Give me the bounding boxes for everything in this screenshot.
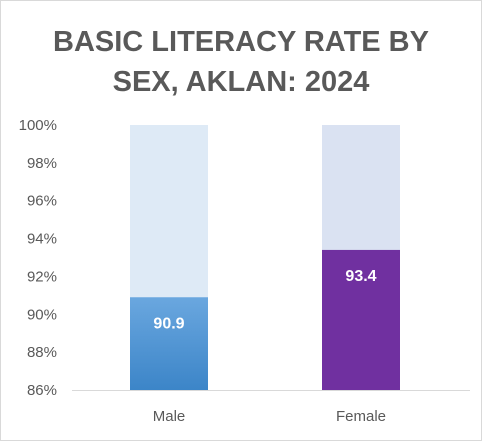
bar-male: [130, 297, 208, 390]
data-label-female: 93.4: [345, 268, 376, 285]
x-category-label-female: Female: [336, 408, 386, 425]
bar-female: [322, 249, 400, 390]
y-tick-label: 90%: [27, 306, 57, 323]
y-tick-label: 86%: [27, 382, 57, 399]
data-label-male: 90.9: [153, 315, 184, 332]
chart-title-line-1: BASIC LITERACY RATE BY: [53, 26, 429, 58]
y-tick-label: 96%: [27, 193, 57, 210]
chart-title-line-2: SEX, AKLAN: 2024: [112, 66, 370, 98]
x-category-label-male: Male: [153, 408, 186, 425]
y-tick-label: 100%: [19, 117, 57, 134]
chart-title: BASIC LITERACY RATE BY SEX, AKLAN: 2024: [0, 22, 482, 102]
y-tick-label: 94%: [27, 231, 57, 248]
y-tick-label: 98%: [27, 155, 57, 172]
y-tick-label: 92%: [27, 268, 57, 285]
y-tick-label: 88%: [27, 344, 57, 361]
